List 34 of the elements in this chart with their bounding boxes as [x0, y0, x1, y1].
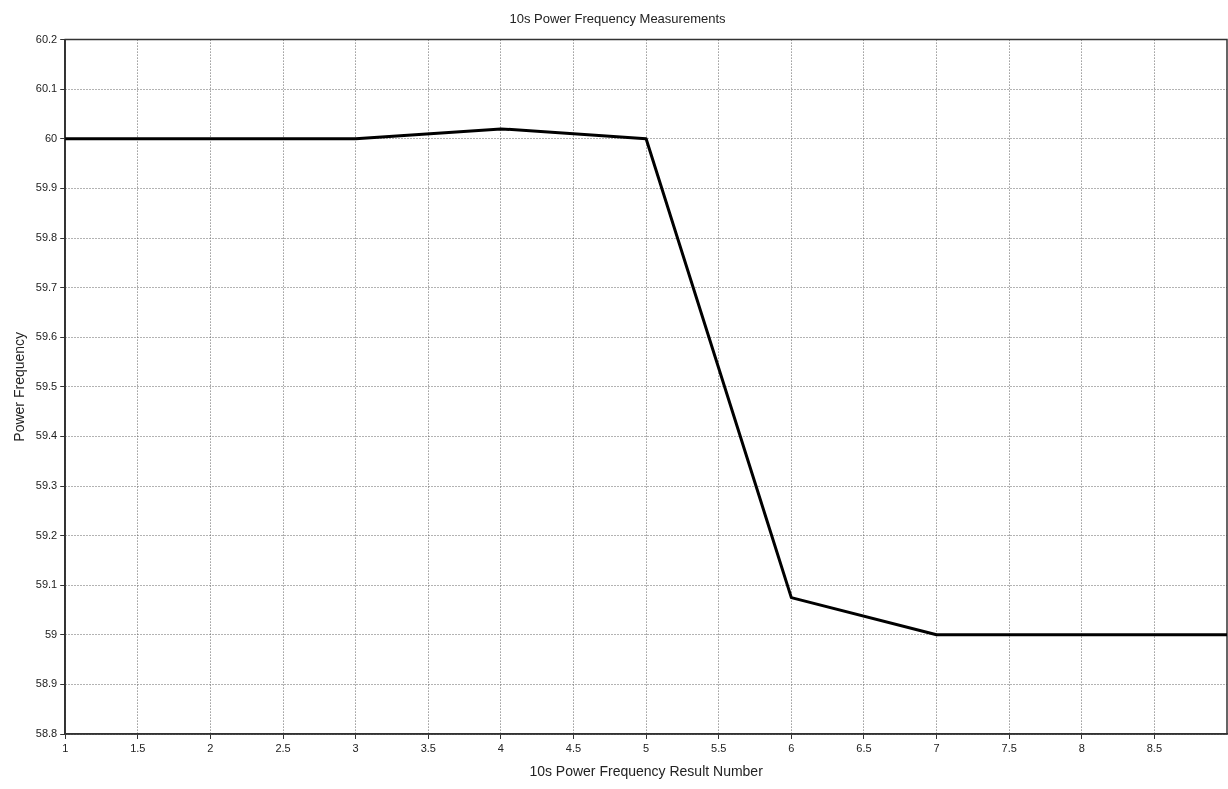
y-tick-label: 59 [44, 627, 58, 640]
x-tick-label: 1.5 [130, 741, 146, 754]
x-tick-label: 1 [62, 741, 69, 754]
y-tick-label: 60 [44, 131, 58, 144]
x-tick-label: 5.5 [711, 741, 727, 754]
x-tick-label: 7 [933, 741, 940, 754]
y-tick-label: 59.4 [35, 429, 58, 442]
y-tick-label: 60.2 [35, 32, 58, 45]
chart-title: 10s Power Frequency Measurements [509, 11, 727, 27]
y-tick-label: 59.1 [35, 578, 58, 591]
x-tick-label: 2 [207, 741, 214, 754]
y-tick-label: 59.2 [35, 528, 58, 541]
x-tick-label: 4 [497, 741, 504, 754]
y-tick-label: 59.6 [35, 330, 58, 343]
y-tick-label: 60.1 [35, 82, 58, 95]
y-tick-label: 59.3 [35, 479, 58, 492]
x-axis-title: 10s Power Frequency Result Number [529, 763, 764, 780]
y-tick-label: 59.7 [35, 280, 58, 293]
y-tick-label: 59.9 [35, 181, 58, 194]
y-tick-label: 59.5 [35, 379, 58, 392]
y-tick-label: 58.8 [35, 727, 58, 740]
x-tick-label: 7.5 [1001, 741, 1017, 754]
x-tick-label: 3.5 [420, 741, 436, 754]
x-tick-label: 2.5 [275, 741, 291, 754]
x-tick-label: 6.5 [856, 741, 872, 754]
y-tick-label: 58.9 [35, 677, 58, 690]
x-tick-label: 4.5 [565, 741, 582, 754]
y-tick-label: 59.8 [35, 231, 58, 244]
x-tick-label: 8.5 [1146, 741, 1163, 754]
x-tick-label: 3 [352, 741, 359, 754]
x-tick-label: 6 [788, 741, 795, 754]
x-tick-label: 5 [643, 741, 650, 754]
x-tick-label: 8 [1078, 741, 1085, 754]
y-axis-title: Power Frequency [11, 331, 28, 442]
